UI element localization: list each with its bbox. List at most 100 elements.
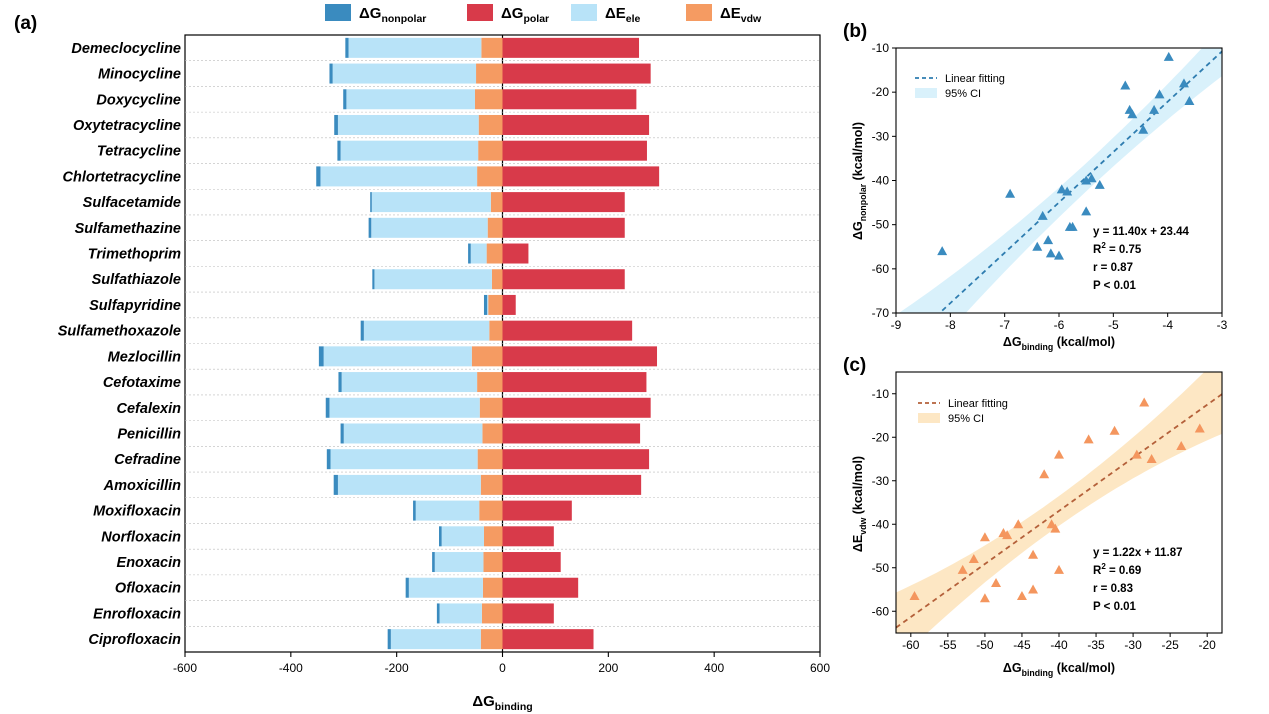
bar-polar-oxytetracycline xyxy=(502,114,650,135)
panel-b-x-tick-label: -6 xyxy=(1054,318,1065,332)
bar-ele-cefotaxime xyxy=(341,372,478,393)
bar-polar-norfloxacin xyxy=(502,526,554,547)
category-label-chlortetracycline: Chlortetracycline xyxy=(63,169,181,185)
panel-b-data-point xyxy=(1149,104,1160,114)
r-squared-value: = 0.69 xyxy=(1106,565,1142,577)
bar-polar-cefradine xyxy=(502,449,650,470)
bar-polar-tetracycline xyxy=(502,140,647,161)
panel-b-y-tick-label: -50 xyxy=(872,218,890,232)
panel-b-x-tick-label: -4 xyxy=(1162,318,1173,332)
bar-nonpolar-sulfamethoxazole xyxy=(360,320,364,341)
panel-c-legend-ci-label: 95% CI xyxy=(948,413,984,425)
panel-c-y-tick-label: -20 xyxy=(872,430,890,444)
legend-label-vdw: ΔEvdw xyxy=(720,5,762,25)
panel-c-fit-line xyxy=(896,393,1222,629)
legend-label-vdw-sub: vdw xyxy=(741,13,762,25)
bar-nonpolar-sulfamethazine xyxy=(368,217,372,238)
bar-polar-doxycycline xyxy=(502,89,637,110)
panel-c-y-tick-label: -50 xyxy=(872,561,890,575)
panel-b-x-axis-title-unit: (kcal/mol) xyxy=(1053,335,1115,349)
bar-vdw-cefalexin xyxy=(479,397,503,418)
category-label-moxifloxacin: Moxifloxacin xyxy=(93,504,181,520)
bar-ele-ofloxacin xyxy=(408,577,483,598)
bar-vdw-enoxacin xyxy=(483,552,503,573)
legend-swatch-vdw xyxy=(686,4,712,21)
panel-c-data-point xyxy=(1039,469,1050,479)
category-label-oxytetracycline: Oxytetracycline xyxy=(73,118,181,134)
category-label-penicillin: Penicillin xyxy=(117,426,181,442)
panel-b-data-point xyxy=(1062,186,1073,196)
bar-nonpolar-doxycycline xyxy=(343,89,347,110)
category-label-cefotaxime: Cefotaxime xyxy=(103,375,181,391)
panel-c-equation: y = 1.22x + 11.87 xyxy=(1093,547,1183,559)
panel-c-data-point xyxy=(991,577,1002,587)
panel-b-data-point xyxy=(1037,210,1048,220)
panel-b-y-tick-label: -70 xyxy=(872,306,890,320)
category-label-sulfamethoxazole: Sulfamethoxazole xyxy=(58,324,181,340)
panel-b-confidence-band xyxy=(898,48,1222,313)
legend-label-polar: ΔGpolar xyxy=(501,5,549,25)
panel-c-y-tick-label: -30 xyxy=(872,474,890,488)
bar-vdw-moxifloxacin xyxy=(479,500,503,521)
panel-b-data-point xyxy=(1120,80,1131,90)
bar-polar-cefalexin xyxy=(502,397,651,418)
category-label-tetracycline: Tetracycline xyxy=(97,144,181,160)
bar-ele-sulfacetamide xyxy=(371,192,491,213)
panel-a-x-tick-label: 200 xyxy=(598,661,618,675)
bar-polar-trimethoprim xyxy=(502,243,529,264)
panel-c-x-tick-label: -50 xyxy=(976,638,994,652)
bar-nonpolar-ofloxacin xyxy=(405,577,409,598)
bar-polar-ciprofloxacin xyxy=(502,629,594,650)
panel-b-x-axis-title-main: ΔG xyxy=(1003,335,1022,349)
bar-nonpolar-demeclocycline xyxy=(345,37,349,58)
bar-nonpolar-chlortetracycline xyxy=(316,166,321,187)
panel-c-data-point xyxy=(1013,519,1024,529)
panel-b-data-point xyxy=(1094,179,1105,189)
panel-b-r-squared: R2 = 0.75 xyxy=(1093,241,1142,256)
panel-c-data-point xyxy=(1050,523,1061,533)
panel-c-y-tick-label: -60 xyxy=(872,604,890,618)
bar-polar-sulfamethazine xyxy=(502,217,625,238)
category-label-sulfamethazine: Sulfamethazine xyxy=(75,221,181,237)
panel-b-data-point xyxy=(1163,51,1174,61)
panel-c-y-tick-label: -10 xyxy=(872,387,890,401)
bar-nonpolar-enrofloxacin xyxy=(436,603,440,624)
r-squared-symbol: R xyxy=(1093,565,1102,577)
panel-b-legend-fit-label: Linear fitting xyxy=(945,73,1005,85)
bar-vdw-cefradine xyxy=(477,449,503,470)
panel-c-x-tick-label: -35 xyxy=(1087,638,1105,652)
panel-a-x-axis-title-sub: binding xyxy=(495,701,533,713)
legend-label-nonpolar: ΔGnonpolar xyxy=(359,5,426,25)
bar-polar-mezlocillin xyxy=(502,346,658,367)
panel-c-x-axis-title: ΔGbinding (kcal/mol) xyxy=(1003,661,1115,678)
bar-nonpolar-ciprofloxacin xyxy=(387,629,391,650)
bar-vdw-trimethoprim xyxy=(486,243,503,264)
category-label-enoxacin: Enoxacin xyxy=(117,555,182,571)
panel-c-x-tick-label: -45 xyxy=(1013,638,1031,652)
bar-ele-enrofloxacin xyxy=(439,603,482,624)
bar-nonpolar-sulfathiazole xyxy=(372,269,375,290)
panel-b-y-axis-title-unit: (kcal/mol) xyxy=(851,122,865,184)
panel-c-x-axis-title-sub: binding xyxy=(1022,668,1054,678)
category-label-cefradine: Cefradine xyxy=(114,452,181,468)
bar-vdw-amoxicillin xyxy=(480,474,503,495)
panel-b-y-tick-label: -10 xyxy=(872,41,890,55)
category-label-sulfacetamide: Sulfacetamide xyxy=(83,195,181,211)
bar-ele-chlortetracycline xyxy=(320,166,478,187)
panel-b-y-tick-label: -40 xyxy=(872,174,890,188)
bar-ele-trimethoprim xyxy=(470,243,487,264)
legend-label-ele-main: ΔE xyxy=(605,5,626,22)
panel-c-label: (c) xyxy=(843,355,866,376)
category-label-minocycline: Minocycline xyxy=(98,67,181,83)
panel-a-label: (a) xyxy=(14,13,37,34)
legend-label-polar-sub: polar xyxy=(523,13,549,25)
bar-vdw-enrofloxacin xyxy=(481,603,503,624)
bar-vdw-sulfamethazine xyxy=(487,217,503,238)
panel-b-data-point xyxy=(1045,248,1056,258)
panel-c-y-axis-title-sub: vdw xyxy=(858,518,868,535)
panel-b-data-point xyxy=(1043,235,1054,245)
bar-vdw-penicillin xyxy=(482,423,503,444)
bar-ele-cefradine xyxy=(330,449,478,470)
panel-c-y-axis-title-unit: (kcal/mol) xyxy=(851,456,865,518)
